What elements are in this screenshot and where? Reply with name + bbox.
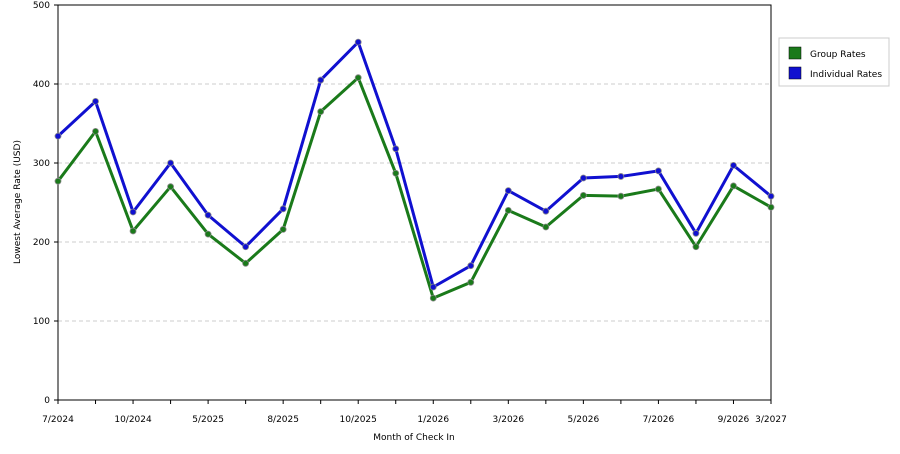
- y-tick-label: 500: [33, 1, 50, 11]
- y-tick-label: 400: [33, 80, 50, 90]
- legend-swatch: [788, 66, 802, 80]
- data-point: [542, 223, 550, 231]
- data-point: [692, 229, 700, 237]
- data-point: [279, 225, 287, 233]
- data-point: [429, 294, 437, 302]
- data-point: [730, 182, 737, 190]
- x-axis-title: Month of Check In: [373, 433, 455, 443]
- x-tick-label: 10/2025: [340, 415, 377, 425]
- series-line: [56, 75, 772, 301]
- data-point: [767, 192, 775, 200]
- data-point: [767, 203, 775, 211]
- data-point: [54, 132, 62, 140]
- x-tick-label: 5/2025: [192, 415, 224, 425]
- x-tick-label: 7/2026: [643, 415, 675, 425]
- data-point: [354, 38, 362, 46]
- data-point: [579, 191, 587, 199]
- data-point: [54, 177, 62, 185]
- data-point: [617, 173, 625, 180]
- x-tick-label: 8/2025: [267, 415, 299, 425]
- data-point: [279, 205, 287, 213]
- data-point: [542, 207, 550, 215]
- data-point: [242, 259, 250, 267]
- x-tick-label: 9/2026: [718, 415, 750, 425]
- legend-label: Group Rates: [810, 50, 866, 60]
- data-point: [204, 211, 212, 219]
- data-point: [129, 208, 137, 216]
- legend-swatch: [788, 46, 802, 60]
- x-tick-label: 7/2024: [42, 415, 74, 425]
- data-point: [655, 185, 662, 193]
- y-tick-label: 300: [33, 159, 50, 169]
- data-point: [242, 243, 250, 251]
- y-tick-label: 100: [33, 317, 50, 327]
- data-point: [392, 145, 400, 153]
- x-tick-label: 3/2027: [755, 415, 787, 425]
- data-point: [167, 159, 174, 167]
- data-point: [730, 161, 737, 169]
- data-point: [204, 230, 212, 238]
- data-point: [167, 183, 174, 191]
- x-tick-label: 3/2026: [492, 415, 524, 425]
- data-point: [467, 278, 475, 286]
- data-point: [429, 283, 437, 291]
- y-tick-label: 0: [44, 396, 50, 406]
- x-tick-label: 1/2026: [417, 415, 449, 425]
- data-point: [129, 227, 137, 235]
- data-point: [692, 243, 700, 251]
- data-point: [617, 192, 625, 200]
- data-point: [92, 127, 99, 135]
- data-point: [504, 187, 512, 195]
- data-point: [317, 76, 325, 84]
- data-point: [92, 97, 99, 105]
- series-line: [56, 39, 772, 290]
- data-point: [579, 174, 587, 182]
- data-point: [392, 169, 400, 177]
- data-point: [504, 206, 512, 214]
- x-tick-label: 10/2024: [114, 415, 152, 425]
- data-point: [354, 74, 362, 82]
- plot-frame: [57, 4, 772, 401]
- x-tick-label: 5/2026: [568, 415, 600, 425]
- data-point: [467, 262, 475, 270]
- y-axis-title: Lowest Average Rate (USD): [13, 140, 23, 264]
- data-point: [317, 108, 325, 116]
- data-point: [655, 167, 662, 175]
- y-tick-label: 200: [33, 238, 50, 248]
- legend-label: Individual Rates: [810, 70, 882, 80]
